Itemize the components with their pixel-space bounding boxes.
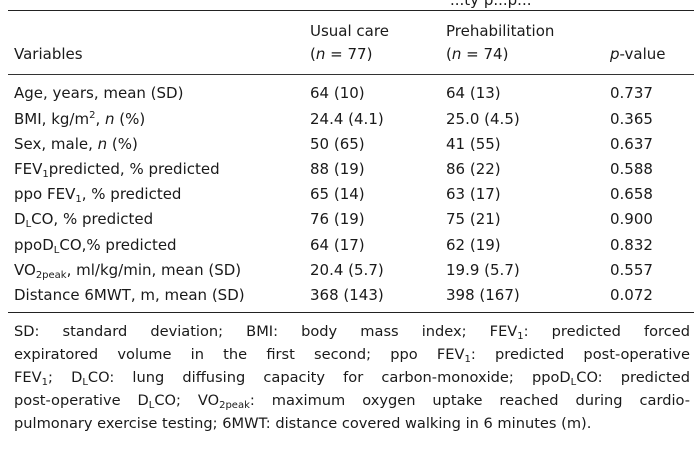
row-usual-value: 64 (17) bbox=[310, 236, 365, 254]
row-p-value: 0.900 bbox=[610, 210, 653, 228]
row-prehab-value: 63 (17) bbox=[446, 185, 501, 203]
row-usual-value: 76 (19) bbox=[310, 210, 365, 228]
table-footnote: SD: standard deviation; BMI: body mass i… bbox=[14, 320, 690, 435]
row-usual-value: 368 (143) bbox=[310, 286, 384, 304]
row-p-value: 0.557 bbox=[610, 261, 653, 279]
row-p-value: 0.365 bbox=[610, 110, 653, 128]
row-label: Distance 6MWT, m, mean (SD) bbox=[14, 286, 245, 304]
row-label: ppoDLCO,% predicted bbox=[14, 236, 177, 256]
footnote-line: post-operative DLCO; VO2peak: maximum ox… bbox=[14, 392, 691, 411]
header-usual-care: Usual care bbox=[310, 22, 389, 40]
row-p-value: 0.588 bbox=[610, 160, 653, 178]
header-rule bbox=[8, 74, 694, 75]
row-p-value: 0.737 bbox=[610, 84, 653, 102]
row-usual-value: 65 (14) bbox=[310, 185, 365, 203]
header-variables: Variables bbox=[14, 45, 83, 63]
row-label: DLCO, % predicted bbox=[14, 210, 154, 230]
row-p-value: 0.637 bbox=[610, 135, 653, 153]
row-p-value: 0.658 bbox=[610, 185, 653, 203]
header-usual-care-n: (n = 77) bbox=[310, 45, 373, 63]
row-prehab-value: 86 (22) bbox=[446, 160, 501, 178]
row-p-value: 0.072 bbox=[610, 286, 653, 304]
clipped-caption-fragment: ...ty p...p... bbox=[450, 0, 532, 9]
row-usual-value: 64 (10) bbox=[310, 84, 365, 102]
row-prehab-value: 75 (21) bbox=[446, 210, 501, 228]
table-top-rule bbox=[8, 10, 694, 11]
footnote-line: SD: standard deviation; BMI: body mass i… bbox=[14, 323, 690, 342]
header-p-value: p-value bbox=[610, 45, 666, 63]
row-prehab-value: 398 (167) bbox=[446, 286, 520, 304]
footnote-line: expiratored volume in the first second; … bbox=[14, 346, 690, 365]
header-prehabilitation: Prehabilitation bbox=[446, 22, 555, 40]
row-p-value: 0.832 bbox=[610, 236, 653, 254]
row-usual-value: 24.4 (4.1) bbox=[310, 110, 384, 128]
footnote-line: pulmonary exercise testing; 6MWT: distan… bbox=[14, 415, 592, 432]
row-usual-value: 50 (65) bbox=[310, 135, 365, 153]
row-prehab-value: 64 (13) bbox=[446, 84, 501, 102]
row-label: ppo FEV1, % predicted bbox=[14, 185, 182, 205]
row-prehab-value: 62 (19) bbox=[446, 236, 501, 254]
row-label: FEV1predicted, % predicted bbox=[14, 160, 220, 180]
row-label: BMI, kg/m2, n (%) bbox=[14, 110, 146, 128]
row-prehab-value: 25.0 (4.5) bbox=[446, 110, 520, 128]
row-label: Sex, male, n (%) bbox=[14, 135, 138, 153]
row-prehab-value: 19.9 (5.7) bbox=[446, 261, 520, 279]
header-prehabilitation-n: (n = 74) bbox=[446, 45, 509, 63]
row-label: Age, years, mean (SD) bbox=[14, 84, 184, 102]
row-usual-value: 20.4 (5.7) bbox=[310, 261, 384, 279]
row-usual-value: 88 (19) bbox=[310, 160, 365, 178]
table-bottom-rule bbox=[8, 312, 694, 313]
row-prehab-value: 41 (55) bbox=[446, 135, 501, 153]
footnote-line: FEV1; DLCO: lung diffusing capacity for … bbox=[14, 369, 690, 388]
row-label: VO2peak, ml/kg/min, mean (SD) bbox=[14, 261, 242, 281]
